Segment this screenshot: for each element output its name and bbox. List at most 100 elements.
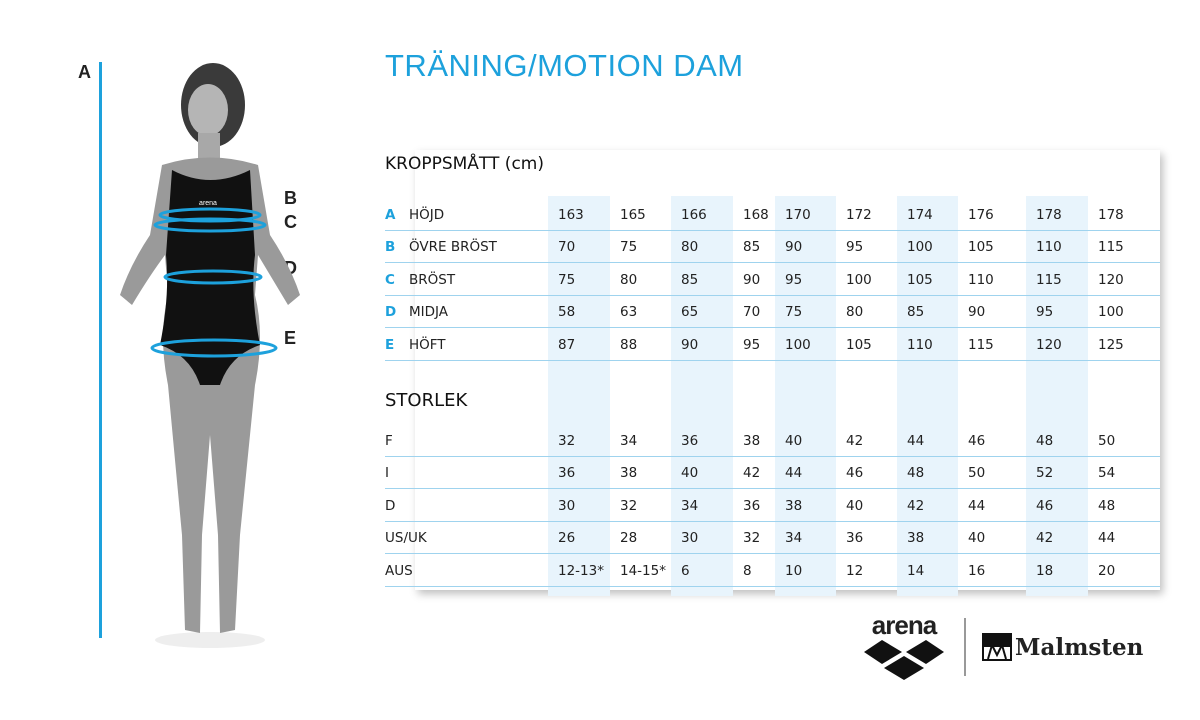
- table-cell: 28: [620, 530, 638, 547]
- table-cell: 6: [681, 562, 690, 579]
- table-cell: 46: [1036, 497, 1054, 514]
- table-row: I 36 38 40 42 44 46 48 50 52 54: [385, 457, 1160, 489]
- row-divider: [385, 359, 1160, 361]
- table-cell: 95: [846, 239, 864, 256]
- arena-logo: arena: [862, 612, 946, 686]
- table-cell: 18: [1036, 562, 1054, 579]
- malmsten-mark-icon: [982, 633, 1012, 661]
- table-row: D MIDJA 58 63 65 70 75 80 85 90 95 100: [385, 296, 1160, 328]
- body-measurements-heading: KROPPSMÅTT (cm): [385, 154, 544, 174]
- table-cell: 42: [1036, 530, 1054, 547]
- table-cell: 80: [681, 239, 699, 256]
- row-label: I: [385, 465, 548, 481]
- table-cell: 14-15*: [620, 562, 666, 579]
- row-label-text: ÖVRE BRÖST: [409, 239, 497, 256]
- table-cell: 105: [907, 271, 933, 288]
- table-cell: 125: [1098, 336, 1124, 353]
- table-cell: 63: [620, 304, 638, 321]
- table-cell: 38: [743, 433, 761, 449]
- table-cell: 48: [1098, 497, 1116, 514]
- table-cell: 42: [743, 465, 761, 482]
- table-cell: 46: [846, 465, 864, 482]
- table-cell: 8: [743, 562, 752, 579]
- model-figure: arena: [120, 63, 300, 648]
- table-cell: 110: [968, 271, 994, 288]
- row-label-text: BRÖST: [409, 271, 456, 288]
- table-cell: 34: [785, 530, 803, 547]
- table-cell: 20: [1098, 562, 1116, 579]
- table-cell: 12: [846, 562, 864, 579]
- arena-logo-text: arena: [871, 610, 937, 640]
- table-cell: 14: [907, 562, 925, 579]
- table-cell: 46: [968, 433, 986, 449]
- table-cell: 40: [846, 497, 864, 514]
- table-cell: 85: [681, 271, 699, 288]
- table-cell: 48: [907, 465, 925, 482]
- row-divider: [385, 327, 1160, 329]
- arena-diamonds-icon: [864, 640, 944, 680]
- figure-label-e: E: [284, 328, 297, 348]
- table-cell: 50: [968, 465, 986, 482]
- table-row: F 32 34 36 38 40 42 44 46 48 50: [385, 425, 1160, 457]
- table-cell: 40: [785, 433, 803, 449]
- row-label-text: D: [385, 497, 396, 514]
- table-cell: 110: [907, 336, 933, 353]
- table-cell: 58: [558, 304, 576, 321]
- table-cell: 80: [846, 304, 864, 321]
- table-cell: 44: [1098, 530, 1116, 547]
- table-cell: 120: [1098, 271, 1124, 288]
- table-cell: 90: [968, 304, 986, 321]
- row-label: D MIDJA: [385, 304, 548, 320]
- row-label: A HÖJD: [385, 207, 548, 223]
- table-cell: 65: [681, 304, 699, 321]
- table-cell: 70: [743, 304, 761, 321]
- table-cell: 70: [558, 239, 576, 256]
- table-cell: 115: [1036, 271, 1062, 288]
- row-label-text: F: [385, 433, 393, 449]
- table-cell: 54: [1098, 465, 1116, 482]
- figure-label-c: C: [284, 212, 297, 232]
- table-cell: 34: [620, 433, 638, 449]
- row-label: C BRÖST: [385, 272, 548, 288]
- table-cell: 95: [785, 271, 803, 288]
- table-cell: 163: [558, 207, 584, 223]
- table-cell: 38: [907, 530, 925, 547]
- table-row: E HÖFT 87 88 90 95 100 105 110 115 120 125: [385, 329, 1160, 361]
- table-cell: 100: [907, 239, 933, 256]
- row-label: F: [385, 433, 548, 449]
- table-cell: 90: [785, 239, 803, 256]
- table-cell: 52: [1036, 465, 1054, 482]
- table-cell: 110: [1036, 239, 1062, 256]
- table-cell: 178: [1098, 207, 1124, 223]
- row-divider: [385, 585, 1160, 587]
- malmsten-logo-text: Malmsten: [1015, 633, 1144, 661]
- row-letter: A: [385, 207, 396, 223]
- table-cell: 172: [846, 207, 872, 223]
- table-cell: 168: [743, 207, 769, 223]
- table-cell: 90: [681, 336, 699, 353]
- table-cell: 115: [1098, 239, 1124, 256]
- table-cell: 34: [681, 497, 699, 514]
- table-row: AUS 12-13* 14-15* 6 8 10 12 14 16 18 20: [385, 555, 1160, 587]
- table-cell: 30: [681, 530, 699, 547]
- row-label-text: MIDJA: [409, 304, 449, 321]
- row-label: US/UK: [385, 530, 548, 546]
- table-row: A HÖJD 163 165 166 168 170 172 174 176 178 178: [385, 199, 1160, 231]
- table-cell: 166: [681, 207, 707, 223]
- row-label-text: HÖFT: [409, 336, 446, 353]
- row-divider: [385, 553, 1160, 555]
- table-cell: 105: [968, 239, 994, 256]
- table-cell: 48: [1036, 433, 1054, 449]
- row-letter: E: [385, 336, 395, 353]
- row-divider: [385, 262, 1160, 264]
- row-label: E HÖFT: [385, 337, 548, 353]
- table-cell: 100: [846, 271, 872, 288]
- table-cell: 36: [846, 530, 864, 547]
- row-letter: D: [385, 304, 397, 321]
- table-cell: 16: [968, 562, 986, 579]
- row-divider: [385, 230, 1160, 231]
- table-cell: 100: [1098, 304, 1124, 321]
- figure-label-a: A: [78, 62, 91, 82]
- table-cell: 170: [785, 207, 811, 223]
- table-cell: 44: [907, 433, 925, 449]
